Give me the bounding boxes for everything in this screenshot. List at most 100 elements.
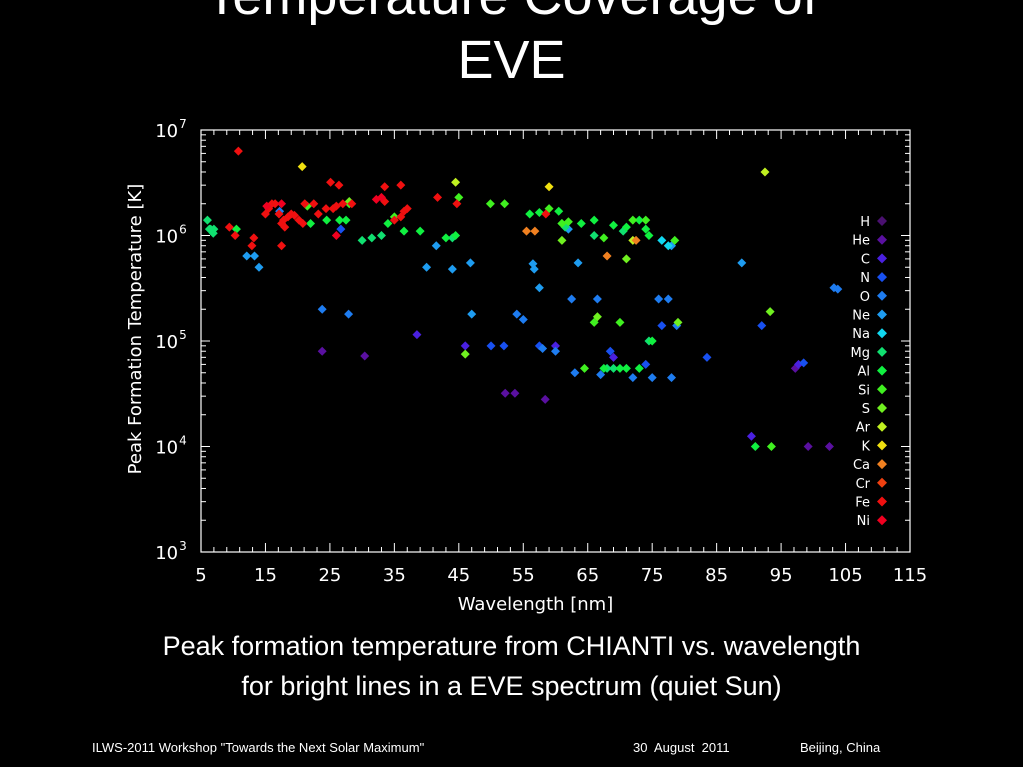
data-point-al (525, 209, 535, 219)
data-point-ne (447, 264, 457, 274)
legend-marker-s (877, 403, 887, 413)
data-point-o (596, 370, 606, 380)
y-tick-label: 104 (155, 434, 187, 459)
data-point-al (399, 226, 409, 236)
data-point-n (757, 321, 767, 331)
data-point-fe (396, 212, 406, 222)
data-point-si (485, 199, 495, 209)
legend-marker-k (877, 440, 887, 451)
data-point-o (551, 346, 560, 356)
data-point-al (554, 206, 564, 216)
data-point-c (412, 330, 422, 340)
legend-marker-cr (877, 477, 887, 488)
x-tick-label: 25 (318, 565, 341, 586)
scatter-chart: 5 15 25 35 45 55 65 75 85 95 105 115 103 104 105 106 107… (125, 118, 927, 615)
data-point-fe (249, 233, 259, 243)
data-point-fe (283, 212, 293, 222)
data-point-fe (233, 146, 243, 156)
legend-marker-si (877, 384, 887, 395)
slide-title: Temperature Coverage of EVE (0, 0, 1023, 92)
caption-line-2: for bright lines in a EVE spectrum (quie… (241, 671, 782, 701)
data-point-he (500, 388, 510, 398)
legend-label-he: He (852, 234, 870, 249)
data-point-o (518, 314, 528, 324)
data-point-fe (452, 199, 462, 209)
data-point-he (317, 346, 327, 356)
data-point-mg (609, 363, 619, 373)
data-point-al (621, 363, 631, 373)
data-point-al (322, 215, 332, 225)
data-point-si (589, 317, 599, 327)
legend-label-n: N (860, 271, 870, 286)
data-point-si (628, 215, 638, 225)
data-point-fe (294, 215, 304, 225)
x-tick-label: 5 (195, 565, 206, 586)
x-tick-label: 95 (770, 565, 793, 586)
data-point-al (576, 218, 586, 228)
legend-label-al: Al (857, 365, 870, 380)
x-tick-label: 75 (641, 565, 664, 586)
legend-label-c: C (861, 252, 870, 267)
y-tick-label: 107 (155, 118, 187, 142)
data-point-mg (357, 235, 367, 245)
data-point-fe (328, 204, 338, 214)
legend-marker-he (877, 234, 887, 245)
footer-date: 30 August 2011 (633, 740, 730, 755)
data-point-ne (737, 258, 747, 268)
data-point-al (641, 224, 651, 234)
data-point-ca (631, 235, 641, 245)
data-point-ne (431, 241, 441, 251)
legend-label-ar: Ar (856, 421, 871, 436)
data-point-fe (270, 199, 280, 209)
data-point-he (790, 363, 800, 373)
data-point-fe (279, 215, 289, 225)
data-point-ne (529, 264, 539, 274)
data-point-ca (602, 251, 612, 261)
x-axis-label: Wavelength [nm] (458, 594, 614, 615)
data-point-ne (249, 251, 259, 261)
data-point-c (793, 359, 803, 369)
data-point-ca (530, 226, 540, 236)
data-point-al (231, 224, 241, 234)
legend-label-ni: Ni (857, 514, 870, 529)
data-point-si (557, 218, 567, 228)
y-tick-label: 106 (155, 223, 187, 248)
data-point-al (644, 231, 654, 240)
data-point-si (615, 317, 625, 327)
data-point-o (344, 309, 354, 319)
data-point-al (383, 218, 393, 228)
data-point-al (609, 220, 619, 230)
data-point-he (510, 388, 520, 398)
legend-label-mg: Mg (851, 346, 870, 361)
data-point-si (563, 217, 573, 227)
data-point-fe (402, 204, 412, 214)
data-point-fe (433, 192, 443, 202)
legend-marker-mg (877, 346, 887, 357)
data-point-ne (465, 258, 475, 268)
data-point-al (615, 363, 625, 373)
data-point-s (557, 235, 567, 245)
legend-marker-o (877, 290, 887, 301)
data-point-fe (300, 199, 310, 209)
data-point-fe (289, 210, 299, 220)
data-point-n (605, 346, 615, 356)
data-point-al (589, 215, 599, 225)
data-point-fe (380, 182, 390, 192)
data-point-o (570, 368, 580, 378)
data-point-c (551, 341, 560, 351)
slide-title-line-1: Temperature Coverage of (0, 0, 1023, 28)
data-point-fe (338, 199, 348, 209)
data-point-o (667, 373, 677, 383)
data-point-n (657, 321, 667, 331)
x-tick-label: 105 (828, 565, 862, 586)
data-point-k (544, 182, 554, 192)
data-point-fe (326, 177, 336, 187)
data-point-mg (206, 224, 216, 234)
data-point-fe (334, 180, 344, 190)
data-point-he (803, 442, 813, 451)
data-point-n (641, 359, 651, 369)
data-point-ne (467, 309, 477, 319)
data-point-o (592, 294, 602, 304)
data-point-mg (376, 231, 386, 240)
data-point-o (654, 294, 664, 304)
